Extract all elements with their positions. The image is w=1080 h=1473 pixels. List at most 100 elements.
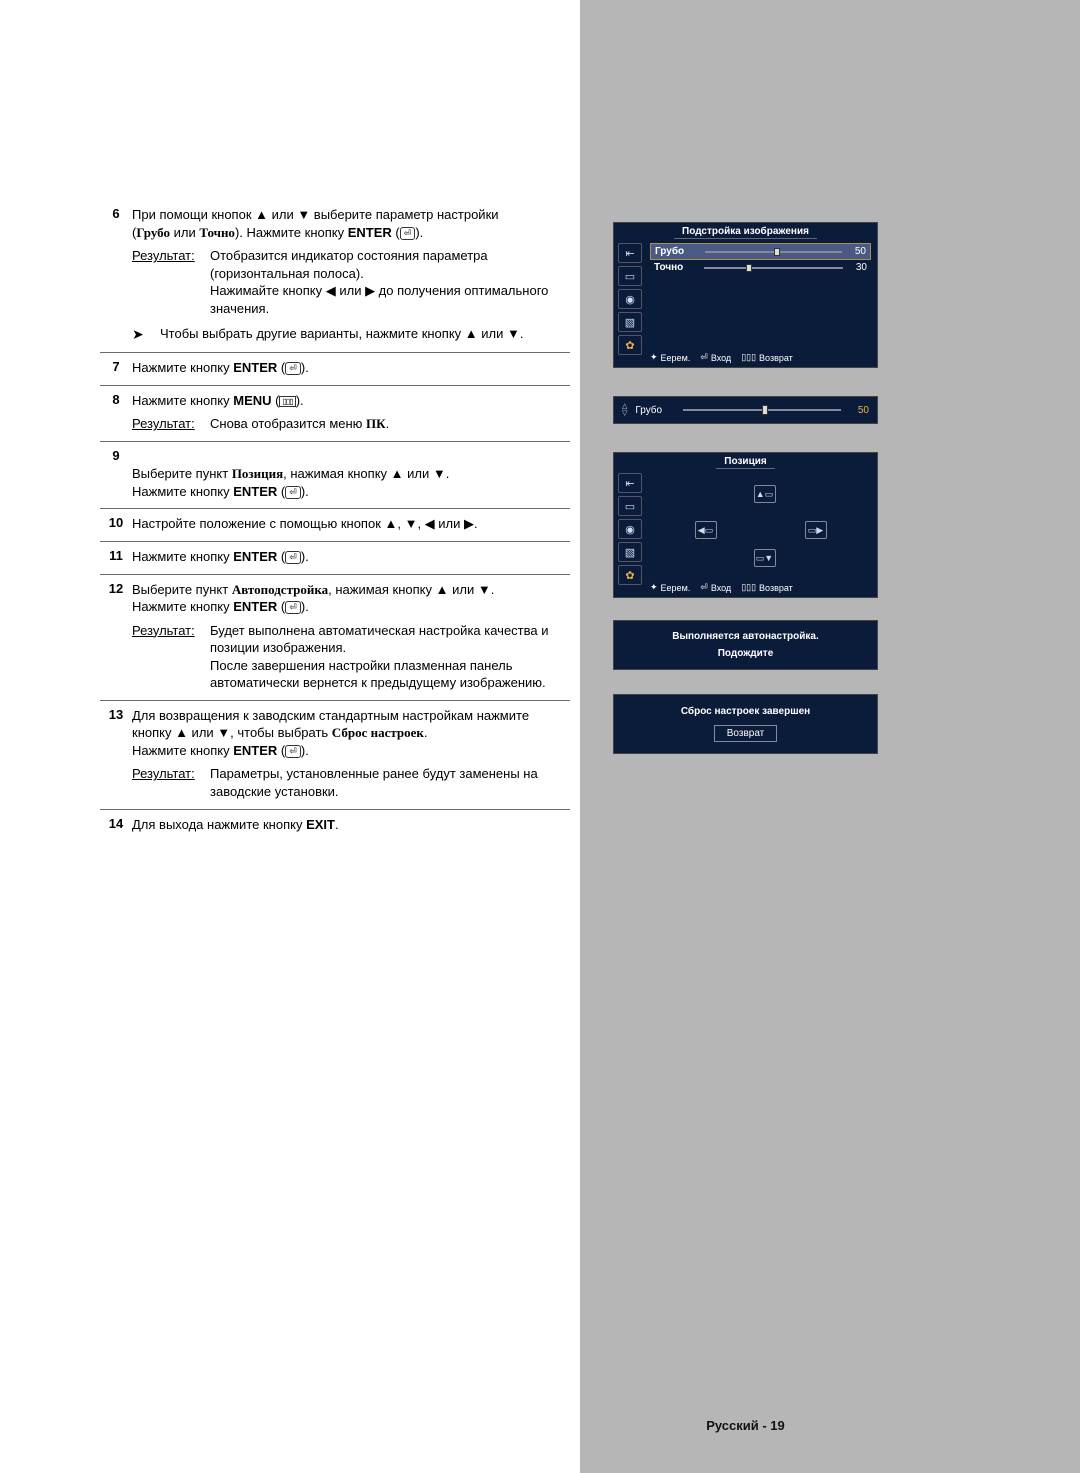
footer-return-text: Возврат <box>759 353 793 363</box>
step-number: 13 <box>100 707 132 801</box>
step-7: 7 Нажмите кнопку ENTER (⏎). <box>100 353 570 386</box>
text: Снова отобразится меню <box>210 416 366 431</box>
footer-move-text: Еерем. <box>661 583 691 593</box>
footer-return: ▯▯▯ Возврат <box>741 352 793 363</box>
text: или <box>170 225 199 240</box>
enter-icon: ⏎ <box>285 486 301 499</box>
footer-enter-text: Вход <box>711 353 731 363</box>
sidebar-icon-input: ⇤ <box>618 473 642 493</box>
enter-icon: ⏎ <box>285 362 301 375</box>
step-body: Нажмите кнопку ENTER (⏎). <box>132 548 570 566</box>
enter-label: ENTER <box>233 484 277 499</box>
reset-label: Сброс настроек <box>332 725 424 740</box>
enter-label: ENTER <box>233 743 277 758</box>
result-label: Результат: <box>132 247 210 317</box>
coarse-value: 50 <box>848 246 866 257</box>
osd-item-fine: Точно 30 <box>650 260 871 275</box>
sidebar-icon-sound: ◉ <box>618 519 642 539</box>
menu-label: MENU <box>233 393 271 408</box>
step-14: 14 Для выхода нажмите кнопку EXIT. <box>100 810 570 842</box>
osd-image-adjust: Подстройка изображения ⇤ ▭ ◉ ▧ ✿ Грубо 5… <box>613 222 878 368</box>
enter-label: ENTER <box>233 599 277 614</box>
pos-right-icon: ▭▶ <box>805 521 827 539</box>
updown-icon: △▽ <box>622 403 627 417</box>
text: Нажмите кнопку <box>132 360 233 375</box>
osd-coarse-bar: △▽ Грубо 50 <box>613 396 878 424</box>
osd-reset-done: Сброс настроек завершен Возврат <box>613 694 878 754</box>
step-number: 10 <box>100 515 132 533</box>
result-label: Результат: <box>132 622 210 692</box>
coarse-slider <box>683 405 841 415</box>
osd-sidebar: ⇤ ▭ ◉ ▧ ✿ <box>618 473 646 588</box>
sidebar-icon-picture: ▭ <box>618 266 642 286</box>
footer-enter: ⏎ Вход <box>700 582 731 593</box>
text: Выберите пункт <box>132 466 232 481</box>
fine-name: Точно <box>654 262 698 273</box>
coarse-name: Грубо <box>655 246 699 257</box>
sidebar-icon-sound: ◉ <box>618 289 642 309</box>
coarse-slider <box>705 248 842 256</box>
footer-return: ▯▯▯ Возврат <box>741 582 793 593</box>
text: ). Нажмите кнопку <box>235 225 348 240</box>
enter-label: ENTER <box>233 549 277 564</box>
step-body: Выберите пункт Автоподстройка, нажимая к… <box>132 581 570 692</box>
position-label: Позиция <box>232 466 283 481</box>
text: Нажмите кнопку <box>132 393 233 408</box>
auto-line2: Подождите <box>718 648 774 659</box>
footer-move: ✦ Еерем. <box>650 352 690 363</box>
fine-slider <box>704 264 843 272</box>
step-body: Для возвращения к заводским стандартным … <box>132 707 570 801</box>
text: Нажмите кнопку <box>132 549 233 564</box>
step-body: При помощи кнопок ▲ или ▼ выберите парам… <box>132 206 570 344</box>
result-label: Результат: <box>132 765 210 800</box>
osd-title: Подстройка изображения <box>614 223 877 242</box>
footer-move: ✦ Еерем. <box>650 582 690 593</box>
osd-footer: ✦ Еерем. ⏎ Вход ▯▯▯ Возврат <box>650 582 871 593</box>
enter-label: ENTER <box>233 360 277 375</box>
reset-line1: Сброс настроек завершен <box>681 706 810 717</box>
osd-position: Позиция ⇤ ▭ ◉ ▧ ✿ ▲▭ ▭▼ ◀▭ ▭▶ ✦ Еерем. ⏎… <box>613 452 878 598</box>
footer-return-text: Возврат <box>759 583 793 593</box>
enter-icon: ⏎ <box>285 601 301 614</box>
enter-label: ENTER <box>348 225 392 240</box>
pos-up-icon: ▲▭ <box>754 485 776 503</box>
exit-label: EXIT <box>306 817 335 832</box>
page-footer: Русский - 19 <box>613 1418 878 1433</box>
osd-title-text: Позиция <box>716 456 774 469</box>
sidebar-icon-setup: ✿ <box>618 565 642 585</box>
step-13: 13 Для возвращения к заводским стандартн… <box>100 701 570 810</box>
sidebar-icon-channel: ▧ <box>618 542 642 562</box>
step-12: 12 Выберите пункт Автоподстройка, нажима… <box>100 575 570 701</box>
footer-enter: ⏎ Вход <box>700 352 731 363</box>
sidebar-icon-input: ⇤ <box>618 243 642 263</box>
result-label: Результат: <box>132 415 210 433</box>
coarse-knob <box>774 248 780 256</box>
text: ( <box>392 225 400 240</box>
osd-title-text: Подстройка изображения <box>674 226 817 239</box>
step-body: Нажмите кнопку ENTER (⏎). <box>132 359 570 377</box>
note-text: Чтобы выбрать другие варианты, нажмите к… <box>160 325 570 344</box>
result-text: Отобразится индикатор состояния параметр… <box>210 247 570 317</box>
text: Для возвращения к заводским стандартным … <box>132 708 529 741</box>
step-10: 10 Настройте положение с помощью кнопок … <box>100 509 570 542</box>
step-body: Выберите пункт Позиция, нажимая кнопку ▲… <box>132 448 570 501</box>
step-body: Для выхода нажмите кнопку EXIT. <box>132 816 570 834</box>
sidebar-icon-picture: ▭ <box>618 496 642 516</box>
step-8: 8 Нажмите кнопку MENU (▯▯▯). Результат: … <box>100 386 570 442</box>
fine-label: Точно <box>199 225 235 240</box>
step-number: 11 <box>100 548 132 566</box>
step-number: 12 <box>100 581 132 692</box>
menu-icon: ▯▯▯ <box>279 396 295 407</box>
footer-enter-text: Вход <box>711 583 731 593</box>
note-arrow-icon: ➤ <box>132 325 160 344</box>
enter-icon: ⏎ <box>285 551 301 564</box>
osd-title: Позиция <box>614 453 877 472</box>
result-text: Будет выполнена автоматическая настройка… <box>210 622 570 692</box>
enter-icon: ⏎ <box>400 227 416 240</box>
fine-value: 30 <box>849 262 867 273</box>
osd-auto-adjust: Выполняется автонастройка. Подождите <box>613 620 878 670</box>
sidebar-icon-channel: ▧ <box>618 312 642 332</box>
position-pad: ▲▭ ▭▼ ◀▭ ▭▶ <box>650 475 871 577</box>
coarse-label: Грубо <box>136 225 170 240</box>
osd-item-coarse: Грубо 50 <box>650 243 871 260</box>
